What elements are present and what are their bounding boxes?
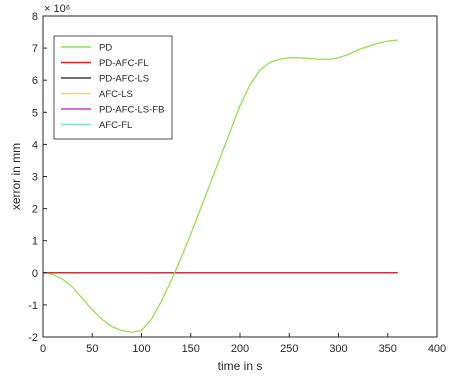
x-tick-label: 50: [86, 343, 98, 355]
y-tick-label: 6: [32, 75, 38, 87]
x-tick-label: 100: [132, 343, 150, 355]
y-exponent-label: × 10⁶: [44, 3, 70, 15]
x-tick-label: 250: [280, 343, 298, 355]
y-tick-label: 4: [32, 139, 38, 151]
series-layer: [42, 39, 398, 333]
series-line-pd: [42, 39, 398, 333]
y-tick-label: 3: [32, 172, 38, 184]
x-tick-label: 150: [182, 343, 200, 355]
x-tick-label: 350: [379, 343, 397, 355]
y-tick-label: 5: [32, 107, 38, 119]
x-axis-label: time in s: [218, 359, 263, 373]
legend: PD PD-AFC-FL PD-AFC-LS AFC-LS PD-AFC-LS-FB AF…: [53, 35, 173, 140]
y-tick-label: 1: [32, 236, 38, 248]
y-tick-label: 7: [32, 43, 38, 55]
legend-entry-label: PD-AFC-FL: [99, 58, 149, 69]
legend-box: [53, 35, 173, 140]
legend-entry-label: PD-AFC-LS: [99, 74, 149, 85]
y-tick-label: -1: [28, 300, 38, 312]
x-tick-label: 300: [329, 343, 347, 355]
x-tick-label: 200: [231, 343, 249, 355]
legend-entry-label: PD-AFC-LS-FB: [99, 105, 164, 116]
x-tick-label: 400: [428, 343, 446, 355]
legend-entry-label: PD: [99, 43, 112, 54]
y-tick-label: 8: [32, 11, 38, 23]
ticks-layer: 0 50 100 150 200 250 300 350 400 -2 -1 0 1 2 3 4 5 6 7 8: [28, 11, 446, 355]
y-axis-label: xerror in mm: [9, 143, 23, 210]
legend-entry-label: AFC-FL: [99, 120, 132, 131]
x-tick-label: 0: [40, 343, 46, 355]
y-tick-label: 2: [32, 204, 38, 216]
legend-entry-label: AFC-LS: [99, 89, 133, 100]
y-tick-label: -2: [28, 332, 38, 344]
y-tick-label: 0: [32, 268, 38, 280]
